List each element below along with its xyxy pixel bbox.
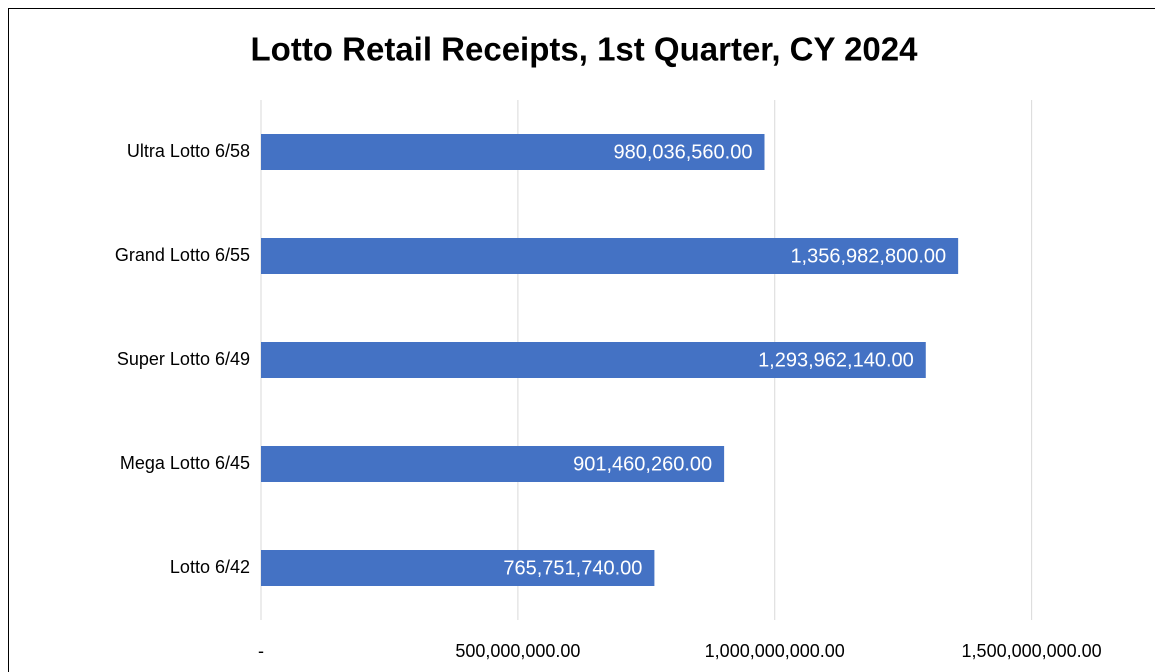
- bar: [261, 134, 765, 170]
- bar: [261, 550, 655, 586]
- y-tick-label: Mega Lotto 6/45: [120, 453, 250, 473]
- bar: [261, 446, 725, 482]
- x-tick-label: 500,000,000.00: [455, 641, 580, 661]
- y-tick-label: Lotto 6/42: [170, 557, 250, 577]
- bar: [261, 342, 926, 378]
- x-tick-label: 1,500,000,000.00: [962, 641, 1102, 661]
- y-tick-label: Grand Lotto 6/55: [115, 245, 250, 265]
- data-label: 765,751,740.00: [503, 557, 642, 579]
- data-label: 1,293,962,140.00: [758, 349, 914, 371]
- bar: [261, 238, 959, 274]
- x-tick-label: -: [258, 641, 264, 661]
- chart-title: Lotto Retail Receipts, 1st Quarter, CY 2…: [251, 31, 919, 68]
- x-tick-label: 1,000,000,000.00: [705, 641, 845, 661]
- y-tick-label: Super Lotto 6/49: [117, 349, 250, 369]
- data-label: 901,460,260.00: [573, 453, 712, 475]
- data-label: 980,036,560.00: [613, 141, 752, 163]
- y-tick-label: Ultra Lotto 6/58: [127, 141, 250, 161]
- data-label: 1,356,982,800.00: [790, 245, 946, 267]
